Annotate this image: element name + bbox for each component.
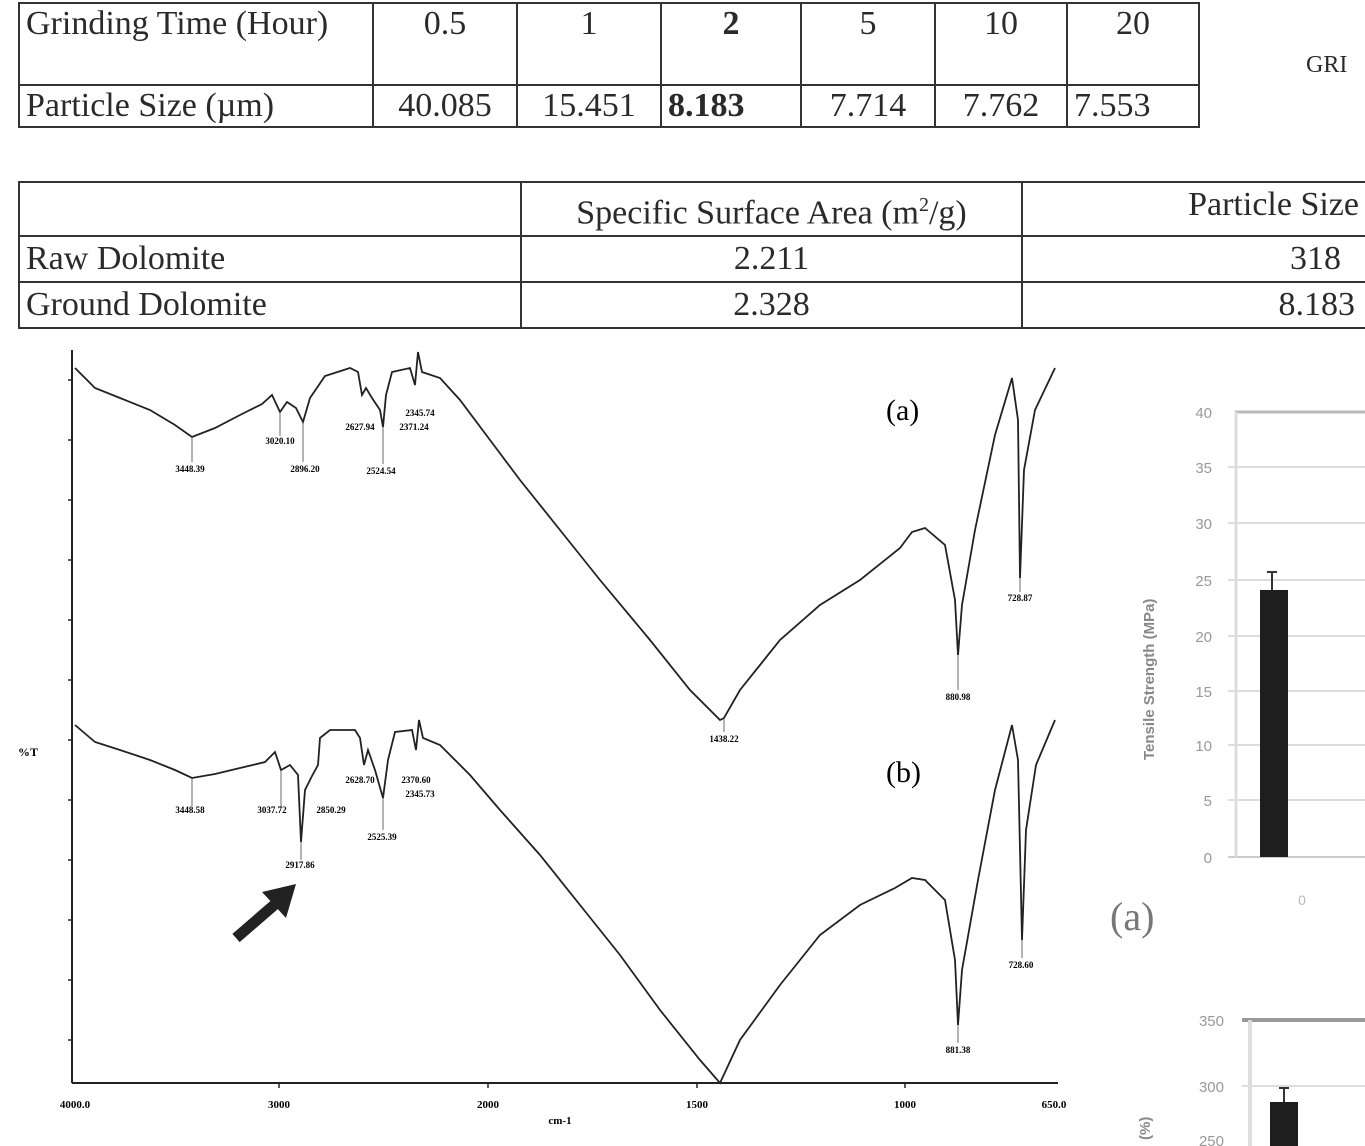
bar — [1260, 590, 1288, 857]
peak-label: 3448.39 — [175, 464, 205, 474]
arrow-icon — [232, 884, 296, 943]
peak-label: 728.87 — [1008, 593, 1033, 603]
peak-label: 2371.24 — [399, 422, 429, 432]
peak-label: 2917.86 — [285, 860, 315, 870]
size-cell: 7.714 — [800, 84, 936, 128]
x-tick: 0 — [1298, 892, 1306, 908]
panel-label: (a) — [1110, 894, 1154, 939]
y-axis-label-lower: (%) — [1137, 1117, 1154, 1140]
header-ssa: Specific Surface Area (m2/g) — [519, 180, 1024, 238]
ps-value: 8.183 — [1021, 281, 1365, 330]
y-tick: 10 — [1195, 738, 1212, 755]
corner-cell — [18, 180, 522, 238]
peak-label: 2850.29 — [316, 805, 346, 815]
row-header-size: Particle Size (µm) — [18, 84, 374, 128]
peak-label: 728.60 — [1009, 960, 1034, 970]
y-tick: 250 — [1199, 1133, 1224, 1146]
bar-lower — [1270, 1102, 1298, 1146]
y-tick: 350 — [1199, 1013, 1224, 1030]
peak-label: 880.98 — [946, 692, 971, 702]
y-axis-label: Tensile Strength (MPa) — [1141, 599, 1158, 760]
side-caption: GRI — [1306, 52, 1348, 78]
y-tick: 35 — [1195, 460, 1212, 477]
y-tick: 0 — [1204, 850, 1212, 867]
time-cell: 1 — [516, 2, 662, 86]
y-tick: 40 — [1195, 405, 1212, 422]
ps-value: 318 — [1021, 235, 1365, 284]
y-tick: 30 — [1195, 516, 1212, 533]
time-cell: 2 — [660, 2, 802, 86]
peak-label: 2524.54 — [366, 466, 396, 476]
peak-label: 3037.72 — [257, 805, 287, 815]
row-header-time: Grinding Time (Hour) — [18, 2, 374, 86]
row-label: Ground Dolomite — [18, 281, 522, 330]
spectrum-b-label: (b) — [886, 756, 921, 789]
ssa-value: 2.211 — [519, 235, 1024, 284]
size-cell: 15.451 — [516, 84, 662, 128]
time-cell: 5 — [800, 2, 936, 86]
time-cell: 20 — [1066, 2, 1200, 86]
peak-label: 881.38 — [946, 1045, 971, 1055]
header-ps: Particle Size — [1021, 180, 1365, 238]
y-tick: 5 — [1204, 793, 1212, 810]
peak-label: 2627.94 — [345, 422, 375, 432]
ftir-spectra-chart: %T 4000.0 3000 2000 1500 1000 650.0 cm-1… — [18, 350, 1067, 1127]
y-tick: 15 — [1195, 684, 1212, 701]
time-cell: 0.5 — [372, 2, 518, 86]
x-tick: 2000 — [477, 1099, 500, 1111]
peak-label: 3020.10 — [265, 436, 295, 446]
grinding-table: Grinding Time (Hour) 0.5 1 2 5 10 20 Par… — [18, 2, 1200, 128]
size-cell: 7.762 — [934, 84, 1068, 128]
y-tick: 20 — [1195, 629, 1212, 646]
y-tick: 300 — [1199, 1079, 1224, 1096]
x-tick: 650.0 — [1042, 1099, 1067, 1111]
x-axis-label: cm-1 — [548, 1115, 571, 1127]
peak-label: 2345.74 — [405, 408, 435, 418]
spectrum-a-label: (a) — [886, 394, 919, 427]
spectrum-a — [74, 351, 1056, 722]
y-tick: 25 — [1195, 573, 1212, 590]
peak-label: 2345.73 — [405, 789, 435, 799]
y-axis-label: %T — [18, 745, 38, 759]
tensile-bar-chart: 40 35 30 25 20 15 10 5 0 Tensile Strengt… — [1110, 405, 1365, 1146]
spectrum-b — [74, 719, 1056, 1085]
x-tick: 4000.0 — [60, 1099, 91, 1111]
ssa-value: 2.328 — [519, 281, 1024, 330]
peak-label: 1438.22 — [709, 734, 739, 744]
dolomite-table: Specific Surface Area (m2/g) Particle Si… — [18, 180, 1365, 330]
peak-label: 2628.70 — [345, 775, 375, 785]
size-cell: 40.085 — [372, 84, 518, 128]
peak-label: 2896.20 — [290, 464, 320, 474]
x-tick: 1000 — [894, 1099, 917, 1111]
peak-label: 3448.58 — [175, 805, 205, 815]
time-cell: 10 — [934, 2, 1068, 86]
x-tick: 1500 — [686, 1099, 709, 1111]
x-tick: 3000 — [268, 1099, 291, 1111]
size-cell: 8.183 — [660, 84, 802, 128]
size-cell: 7.553 — [1066, 84, 1200, 128]
row-label: Raw Dolomite — [18, 235, 522, 284]
peak-label: 2370.60 — [401, 775, 431, 785]
peak-label: 2525.39 — [367, 832, 397, 842]
